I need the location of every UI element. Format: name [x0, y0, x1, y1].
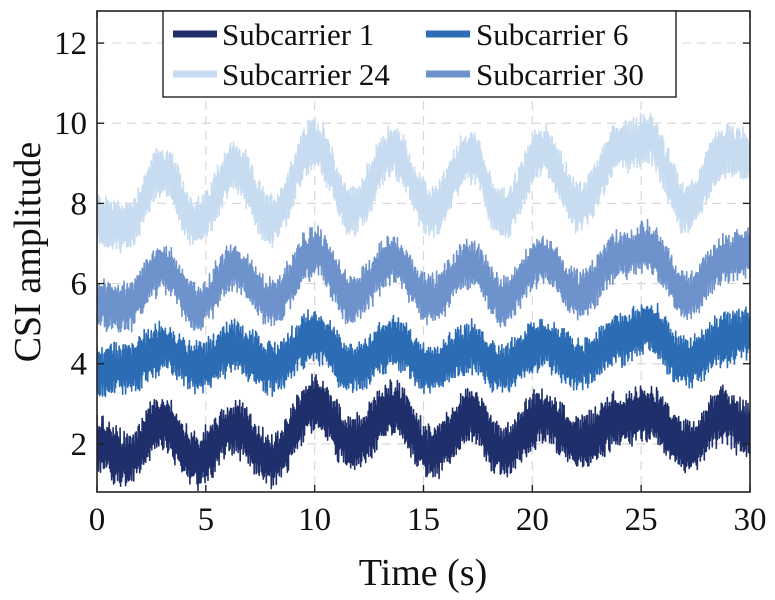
- legend-entry-subcarrier-24: Subcarrier 24: [173, 57, 390, 92]
- series-line-subcarrier-24: [97, 112, 750, 254]
- series-layer: [97, 112, 750, 492]
- legend-box: [162, 10, 677, 98]
- x-tick-label: 5: [198, 502, 215, 538]
- x-tick-label: 10: [298, 502, 331, 538]
- y-tick-label: 10: [54, 106, 87, 142]
- series-line-subcarrier-1: [97, 373, 750, 492]
- x-tick-label: 20: [516, 502, 549, 538]
- x-tick-label: 30: [734, 502, 767, 538]
- series-line-subcarrier-6: [97, 302, 750, 398]
- legend: Subcarrier 1 Subcarrier 6 Subcarrier 24 …: [162, 10, 677, 98]
- series-line-subcarrier-30: [97, 218, 750, 333]
- x-axis-label: Time (s): [359, 552, 487, 594]
- legend-label-subcarrier-24: Subcarrier 24: [222, 57, 390, 92]
- x-tick-label: 15: [407, 502, 440, 538]
- y-axis-label: CSI amplitude: [7, 142, 49, 363]
- legend-entry-subcarrier-1: Subcarrier 1: [173, 17, 374, 52]
- x-tick-label: 25: [625, 502, 658, 538]
- axis-ticks: 0 5 10 15 20 25 30 2 4 6 8 10 12: [54, 11, 767, 538]
- legend-label-subcarrier-6: Subcarrier 6: [476, 17, 628, 52]
- legend-entry-subcarrier-30: Subcarrier 30: [426, 57, 644, 92]
- y-tick-label: 6: [71, 267, 88, 303]
- y-tick-label: 8: [71, 186, 88, 222]
- y-tick-label: 12: [54, 26, 87, 62]
- legend-label-subcarrier-1: Subcarrier 1: [222, 17, 374, 52]
- x-tick-label: 0: [89, 502, 106, 538]
- legend-entry-subcarrier-6: Subcarrier 6: [426, 17, 628, 52]
- y-tick-label: 2: [71, 427, 88, 463]
- legend-label-subcarrier-30: Subcarrier 30: [476, 57, 644, 92]
- y-tick-label: 4: [71, 347, 88, 383]
